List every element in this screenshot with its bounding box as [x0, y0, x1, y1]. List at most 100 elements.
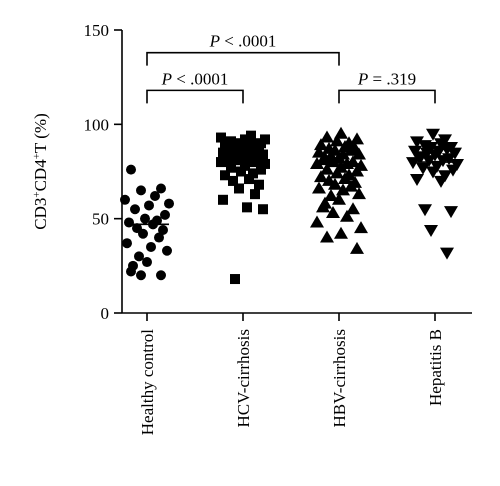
point-1-9 — [244, 141, 254, 152]
point-0-1 — [156, 183, 166, 194]
point-1-29 — [236, 166, 246, 177]
point-0-18 — [146, 241, 156, 252]
point-1-16 — [258, 149, 268, 160]
y-tick-label-150: 150 — [84, 21, 110, 40]
point-0-16 — [154, 232, 164, 243]
point-2-40 — [316, 200, 330, 213]
point-0-17 — [122, 238, 132, 249]
point-3-23 — [426, 166, 440, 179]
point-1-31 — [220, 170, 230, 181]
point-0-8 — [160, 209, 170, 220]
point-3-27 — [418, 204, 432, 217]
point-2-24 — [320, 162, 334, 175]
point-0-3 — [150, 191, 160, 202]
point-3-29 — [424, 224, 438, 237]
point-2-38 — [332, 192, 346, 205]
point-2-36 — [352, 187, 366, 200]
point-2-45 — [354, 221, 368, 234]
point-2-25 — [350, 164, 364, 177]
point-1-37 — [218, 194, 228, 205]
point-1-35 — [234, 183, 244, 194]
significance-brackets: P < .0001 P < .0001 P = .319 — [146, 32, 436, 104]
point-0-4 — [120, 194, 130, 205]
bracket-0 — [146, 51, 340, 66]
point-1-8 — [220, 141, 230, 152]
point-2-2 — [350, 132, 364, 145]
point-2-13 — [352, 147, 366, 160]
point-1-5 — [256, 138, 266, 149]
x-tick-label-2: HBV-cirrhosis — [330, 329, 349, 428]
point-3-28 — [444, 206, 458, 219]
point-2-48 — [350, 241, 364, 254]
point-3-16 — [422, 155, 436, 168]
point-1-34 — [254, 179, 264, 190]
point-0-24 — [156, 270, 166, 281]
point-2-46 — [334, 226, 348, 239]
x-tick-label-3: Hepatitis B — [426, 329, 445, 406]
point-2-5 — [314, 138, 328, 151]
point-1-27 — [226, 162, 236, 173]
axes — [114, 29, 472, 321]
point-3-25 — [410, 174, 424, 187]
point-2-1 — [320, 130, 334, 143]
point-1-25 — [260, 158, 270, 169]
y-axis-label: CD3+CD4+T (%) — [31, 113, 50, 230]
point-3-0 — [426, 128, 440, 141]
point-2-34 — [312, 181, 326, 194]
point-2-41 — [346, 202, 360, 215]
point-0-21 — [142, 257, 152, 268]
point-1-23 — [246, 157, 256, 168]
y-tick-label-0: 0 — [101, 304, 110, 323]
point-1-0 — [246, 130, 256, 141]
data-points — [120, 126, 464, 285]
point-0-2 — [136, 185, 146, 196]
point-1-24 — [216, 157, 226, 168]
point-0-5 — [164, 198, 174, 209]
point-3-26 — [434, 175, 448, 188]
point-2-26 — [330, 166, 344, 179]
point-2-3 — [330, 134, 344, 147]
point-2-44 — [310, 215, 324, 228]
axis-labels: 0 50 100 150 Healthy control HCV-cirrhosis HBV… — [31, 21, 445, 435]
point-0-9 — [140, 213, 150, 224]
y-tick-label-50: 50 — [92, 210, 109, 229]
point-1-26 — [240, 160, 250, 171]
x-tick-label-0: Healthy control — [138, 329, 157, 435]
point-1-4 — [226, 136, 236, 147]
point-2-37 — [324, 189, 338, 202]
point-1-30 — [248, 168, 258, 179]
point-2-21 — [310, 156, 324, 169]
point-3-22 — [446, 164, 460, 177]
point-2-43 — [340, 209, 354, 222]
point-2-32 — [328, 177, 342, 190]
point-2-42 — [326, 206, 340, 219]
point-1-22 — [232, 155, 242, 166]
y-tick-label-100: 100 — [84, 115, 110, 134]
point-3-2 — [410, 136, 424, 149]
point-1-32 — [244, 174, 254, 185]
point-1-12 — [234, 145, 244, 156]
point-3-30 — [440, 247, 454, 260]
point-1-13 — [250, 147, 260, 158]
point-2-10 — [344, 143, 358, 156]
point-2-33 — [344, 179, 358, 192]
point-0-14 — [158, 224, 168, 235]
bracket-2 — [338, 89, 436, 104]
bracket-label-2: P = .319 — [357, 69, 416, 88]
point-3-21 — [416, 162, 430, 175]
point-1-28 — [256, 164, 266, 175]
point-1-18 — [238, 151, 248, 162]
x-tick-label-1: HCV-cirrhosis — [234, 329, 253, 428]
point-1-39 — [258, 204, 268, 215]
point-1-14 — [218, 147, 228, 158]
point-1-6 — [236, 138, 246, 149]
point-1-21 — [252, 155, 262, 166]
point-1-33 — [228, 175, 238, 186]
bracket-1 — [146, 89, 244, 104]
point-0-23 — [126, 266, 136, 277]
point-1-40 — [230, 274, 240, 285]
bracket-label-1: P < .0001 — [161, 69, 229, 88]
median-lines — [125, 157, 457, 226]
point-0-25 — [136, 270, 146, 281]
